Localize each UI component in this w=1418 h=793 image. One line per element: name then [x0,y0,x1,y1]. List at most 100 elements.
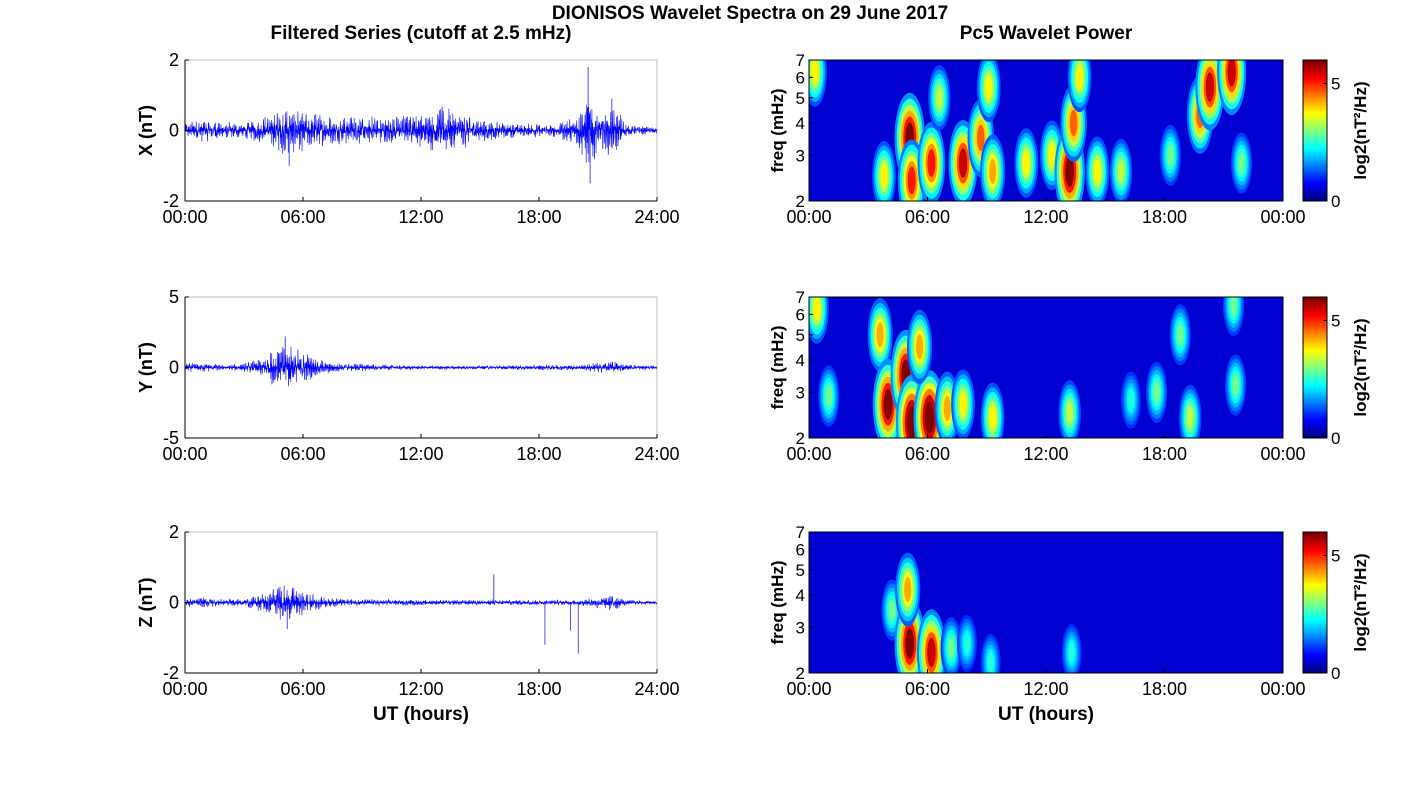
heatmap-blob [943,395,951,422]
x-axis-label: UT (hours) [998,704,1094,725]
colorbar-step [1303,412,1327,415]
x-tick-label: 06:00 [280,444,325,464]
colorbar-step [1303,628,1327,632]
heatmap-blob [1186,406,1194,429]
colorbar-step [1303,60,1327,63]
colorbar-step [1303,409,1327,413]
y-tick-label: 6 [796,540,805,559]
colorbar-step [1303,369,1327,373]
colorbar-step [1303,590,1327,594]
x-tick-label: 18:00 [516,207,561,227]
colorbar-step [1303,177,1327,181]
colorbar-step [1303,196,1327,200]
colorbar-step [1303,64,1327,68]
heatmap-blob [924,401,935,434]
heatmap-blob [1117,160,1125,183]
colorbar-step [1303,388,1327,392]
series-line [184,104,658,163]
y-tick-label: 5 [796,561,805,580]
heatmap-blob [989,405,997,430]
y-tick-label: 7 [796,288,805,307]
colorbar-step [1303,62,1327,66]
colorbar-step [1303,322,1327,326]
y-axis-label: Y (nT) [136,342,156,393]
x-tick-label: 00:00 [162,207,207,227]
colorbar-step [1303,567,1327,571]
colorbar-label: log2(nT²/Hz) [1351,553,1370,651]
colorbar: 0 5 log2(nT²/Hz) [1302,531,1370,683]
colorbar-step [1303,78,1327,82]
colorbar-step [1303,398,1327,401]
colorbar-step [1303,90,1327,94]
heatmap-blob [916,334,924,360]
colorbar-step [1303,433,1327,437]
heatmap-blob [977,124,985,152]
y-tick-label: 0 [169,121,179,141]
heatmap-blob [989,158,997,185]
colorbar-step [1303,304,1327,307]
colorbar-step [1303,395,1327,399]
colorbar-step [1303,327,1327,331]
colorbar-step [1303,604,1327,608]
heatmap-blob [1022,151,1030,175]
colorbar-tick-label: 5 [1331,75,1340,94]
heatmap-blob [813,297,821,321]
y-tick-label: 5 [796,326,805,345]
y-tick-label: 6 [796,68,805,87]
y-tick-label: 2 [796,664,805,683]
colorbar-step [1303,428,1327,432]
heatmap-blob [883,388,893,420]
colorbar-step [1303,329,1327,333]
colorbar-step [1303,81,1327,84]
colorbar-step [1303,358,1327,361]
heatmap-blob [927,637,936,668]
colorbar-frame [1302,296,1328,439]
colorbar-step [1303,581,1327,585]
x-tick-label: 24:00 [634,207,679,227]
heatmap-blob [1167,144,1174,166]
x-tick-label: 12:00 [398,444,443,464]
colorbar-step [1303,658,1327,662]
heatmap-blob [959,392,967,417]
colorbar-step [1303,182,1327,186]
colorbar-step [1303,550,1327,554]
x-tick-label: 12:00 [1023,207,1068,227]
x-tick-label: 12:00 [1023,679,1068,699]
colorbar-step [1303,144,1327,148]
colorbar-step [1303,635,1327,639]
colorbar-label: log2(nT²/Hz) [1351,81,1370,179]
heatmap-blob [1230,297,1237,316]
colorbar-step [1303,139,1327,143]
colorbar-step [1303,595,1327,599]
colorbar-step [1303,560,1327,564]
colorbar-tick-label: 0 [1331,192,1340,211]
heatmap-blob [964,633,970,654]
series-panel-z: -2 0 2 00:00 06:00 12:00 18:00 24:00 Z (nT) UT (h… [136,522,680,725]
colorbar-step [1303,146,1327,150]
colorbar-step [1303,315,1327,319]
heatmap-blob [1177,324,1184,346]
colorbar-step [1303,557,1327,561]
heatmap-blob [825,385,832,407]
colorbar-step [1303,71,1327,75]
colorbar-step [1303,116,1327,120]
colorbar-step [1303,320,1327,324]
colorbar-step [1303,548,1327,552]
x-tick-label: 00:00 [1260,207,1305,227]
x-tick-label: 18:00 [1142,444,1187,464]
y-tick-label: 2 [169,50,179,70]
colorbar-step [1303,407,1327,411]
colorbar-step [1303,555,1327,559]
colorbar-step [1303,154,1327,157]
right-column-title: Pc5 Wavelet Power [960,23,1133,44]
y-tick-label: 7 [796,523,805,542]
heatmap-cells [881,552,1082,673]
colorbar-step [1303,583,1327,587]
colorbar-step [1303,665,1327,669]
heatmap-blob [1232,374,1239,396]
colorbar-step [1303,379,1327,383]
colorbar-tick-label: 0 [1331,429,1340,448]
colorbar-step [1303,600,1327,603]
colorbar-step [1303,376,1327,380]
